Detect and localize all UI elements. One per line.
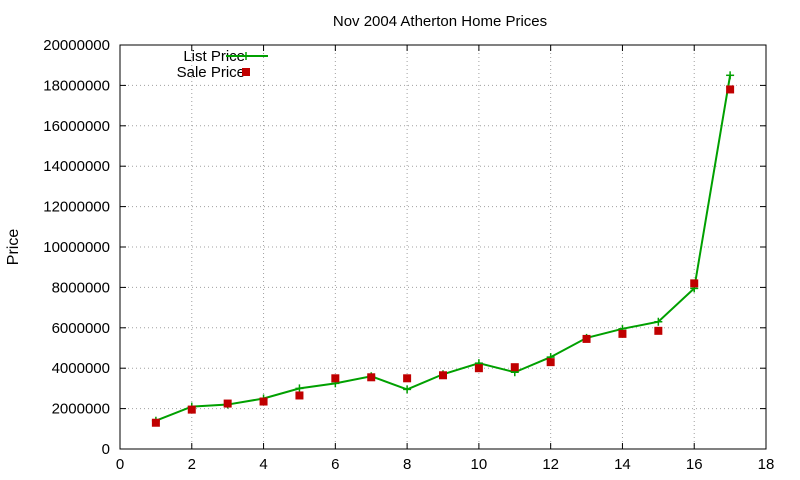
x-tick-label: 0 — [116, 456, 124, 473]
data-point — [618, 329, 627, 338]
series-sale-price — [151, 85, 735, 427]
data-point — [295, 384, 304, 393]
series-layer — [151, 71, 735, 427]
y-axis-label: Price — [5, 229, 22, 266]
data-point — [582, 334, 591, 343]
y-tick-label: 2000000 — [52, 401, 110, 418]
data-point — [295, 391, 304, 400]
data-point — [367, 373, 376, 382]
series-line — [155, 75, 732, 422]
legend-label: List Price — [183, 48, 245, 65]
data-point — [403, 374, 412, 383]
x-tick-label: 12 — [542, 456, 559, 473]
data-point — [474, 364, 483, 373]
data-point — [654, 326, 663, 335]
data-point — [259, 397, 268, 406]
x-tick-label: 16 — [686, 456, 703, 473]
x-tick-label: 14 — [614, 456, 631, 473]
x-tick-label: 6 — [331, 456, 339, 473]
y-tick-label: 16000000 — [43, 118, 110, 135]
y-tick-label: 20000000 — [43, 37, 110, 54]
data-point — [546, 358, 555, 367]
data-point — [439, 371, 447, 380]
y-tick-label: 6000000 — [52, 320, 110, 337]
y-tick-label: 14000000 — [43, 158, 110, 175]
data-point — [151, 418, 160, 427]
chart-title: Nov 2004 Atherton Home Prices — [333, 13, 547, 30]
x-tick-label: 10 — [471, 456, 488, 473]
data-point — [187, 405, 196, 414]
data-point — [726, 85, 735, 94]
data-point — [510, 363, 519, 372]
y-tick-label: 12000000 — [43, 199, 110, 216]
y-tick-label: 0 — [102, 441, 110, 458]
legend-marker — [242, 52, 250, 60]
data-point — [654, 317, 663, 326]
y-tick-label: 18000000 — [43, 77, 110, 94]
x-tick-label: 4 — [259, 456, 267, 473]
data-point — [690, 279, 699, 288]
plot-frame — [119, 44, 767, 450]
y-tick-label: 4000000 — [52, 360, 110, 377]
data-point — [403, 385, 412, 394]
x-tick-label: 2 — [188, 456, 196, 473]
data-point — [331, 374, 340, 383]
data-point — [726, 71, 735, 80]
y-tick-label: 8000000 — [52, 279, 110, 296]
grid — [120, 45, 766, 449]
legend-label: Sale Price — [177, 64, 245, 81]
data-point — [223, 399, 232, 408]
x-tick-label: 18 — [758, 456, 775, 473]
legend-marker — [242, 68, 250, 76]
y-tick-label: 10000000 — [43, 239, 110, 256]
axes: 0200000040000006000000800000010000000120… — [43, 37, 774, 473]
x-tick-label: 8 — [403, 456, 411, 473]
